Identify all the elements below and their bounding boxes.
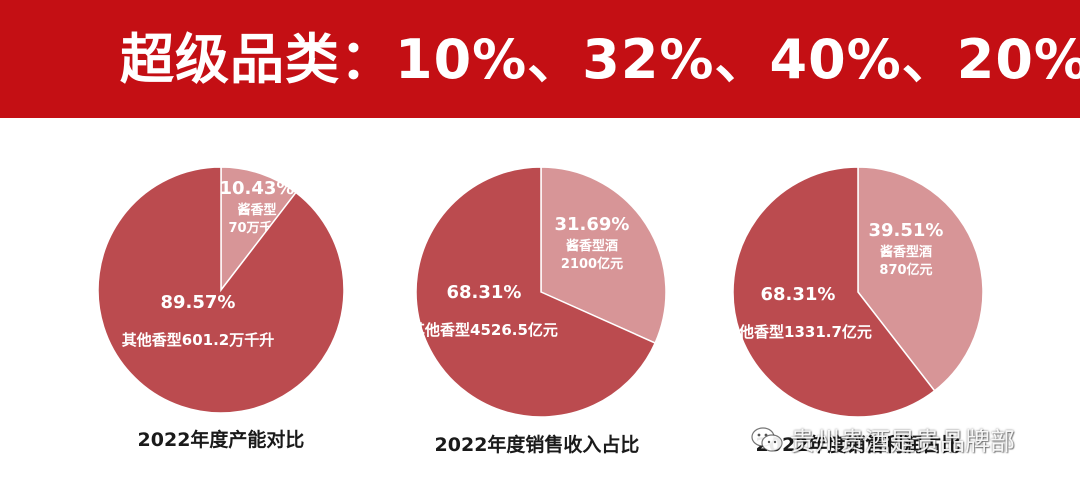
slice-desc-label: 酱香型酒 — [880, 244, 932, 260]
watermark: 贵州贵酒是贵品牌部 — [750, 423, 1015, 457]
slice-percent-label: 68.31% — [447, 282, 522, 303]
title-banner: 超级品类：10%、32%、40%、20% — [0, 0, 1080, 118]
slice-percent-label: 68.31% — [761, 284, 836, 305]
slice-desc-label: 酱香型 — [237, 202, 276, 218]
slice-desc-label: 酱香型酒 — [566, 238, 618, 254]
pie-slice-major — [415, 166, 657, 418]
slice-desc-label: 870亿元 — [879, 262, 932, 278]
slice-percent-label: 10.43% — [220, 178, 295, 199]
slice-desc-label: 2100亿元 — [561, 256, 623, 272]
slice-percent-label: 89.57% — [161, 292, 236, 313]
pie-slice-major — [97, 166, 345, 414]
slice-desc-label: 其他香型601.2万千升 — [122, 331, 274, 349]
pie-slice-minor — [857, 166, 984, 392]
charts-area: 10.43% 酱香型 70万千升 89.57% 其他香型601.2万千升 31.69% 酱香… — [0, 118, 1080, 487]
chart-caption: 2022年度产能对比 — [137, 429, 305, 451]
chart-caption: 2022年度销售收入占比 — [434, 434, 640, 456]
slice-percent-label: 39.51% — [869, 220, 944, 241]
banner-title: 超级品类：10%、32%、40%、20% — [120, 28, 1080, 91]
pie-charts: 10.43%酱香型70万千升89.57%其他香型601.2万千升31.69%酱香… — [97, 166, 984, 418]
wechat-icon — [751, 427, 783, 452]
slice-percent-label: 31.69% — [555, 214, 630, 235]
watermark-text: 贵州贵酒是贵品牌部 — [790, 427, 1016, 456]
pie-slice-major — [732, 166, 936, 418]
chart-caption: 2022年度销售利润占比 — [755, 434, 961, 456]
slice-desc-label: 其他香型4526.5亿元 — [410, 321, 558, 339]
pie-slice-minor — [220, 166, 298, 293]
pie-slice-minor — [540, 166, 667, 345]
slice-desc-label: 其他香型1331.7亿元 — [724, 323, 872, 341]
